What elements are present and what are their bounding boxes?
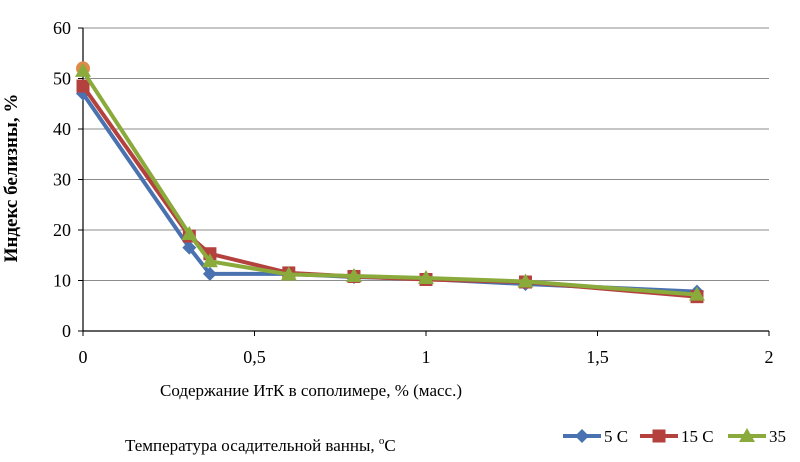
legend-title-unit: C — [384, 436, 395, 455]
data-point — [76, 79, 90, 93]
legend-item: 15 С — [640, 427, 714, 446]
x-tick-label: 1,5 — [586, 347, 609, 367]
data-point — [201, 253, 218, 268]
y-tick-label: 20 — [53, 220, 71, 240]
data-point — [75, 62, 91, 77]
x-tick-marks — [82, 331, 770, 336]
legend-item: 35 — [728, 427, 786, 446]
series-3 — [75, 62, 705, 301]
x-tick-label: 0 — [79, 347, 88, 367]
x-tick-label: 2 — [765, 347, 774, 367]
legend: Температура осадительной ванны, oC 5 С 15… — [125, 427, 786, 455]
data-point — [182, 240, 197, 255]
y-axis-label: Индекс белизны, % — [1, 94, 22, 263]
series-line — [81, 69, 698, 297]
legend-title: Температура осадительной ванны, oC — [125, 435, 396, 455]
y-tick-labels: 0 10 20 30 40 50 60 — [53, 18, 71, 341]
x-tick-label: 1 — [422, 347, 431, 367]
legend-label: 5 С — [604, 427, 628, 446]
legend-marker — [652, 429, 666, 443]
legend-title-prefix: Температура осадительной ванны, — [125, 436, 379, 455]
data-point — [181, 226, 198, 241]
legend-item: 5 С — [563, 427, 628, 446]
series-line — [81, 92, 698, 294]
series-group — [75, 61, 705, 304]
y-tick-label: 40 — [53, 119, 71, 139]
series-1 — [76, 86, 704, 299]
grid-lines — [83, 27, 769, 281]
data-point — [280, 266, 297, 281]
legend-marker — [575, 429, 589, 443]
legend-label: 35 — [769, 427, 786, 446]
data-point — [418, 269, 434, 284]
data-point — [202, 266, 217, 281]
series-2 — [76, 79, 704, 304]
series-line — [81, 84, 698, 299]
data-point — [688, 286, 705, 301]
y-tick-label: 0 — [62, 321, 71, 341]
y-tick-label: 60 — [53, 18, 71, 38]
y-tick-marks — [78, 27, 83, 332]
x-tick-labels: 0 0,5 1 1,5 2 — [79, 347, 774, 367]
legend-items: 5 С 15 С 35 — [563, 427, 786, 446]
data-point — [345, 267, 362, 282]
y-tick-label: 50 — [53, 69, 71, 89]
legend-marker — [739, 428, 755, 442]
x-tick-label: 0,5 — [243, 347, 266, 367]
legend-label: 15 С — [681, 427, 714, 446]
legend-title-degree: o — [379, 435, 385, 447]
x-axis-label: Содержание ИтК в сополимере, % (масс.) — [160, 381, 462, 400]
y-tick-label: 30 — [53, 170, 71, 190]
y-tick-label: 10 — [53, 271, 71, 291]
data-point — [517, 273, 534, 288]
